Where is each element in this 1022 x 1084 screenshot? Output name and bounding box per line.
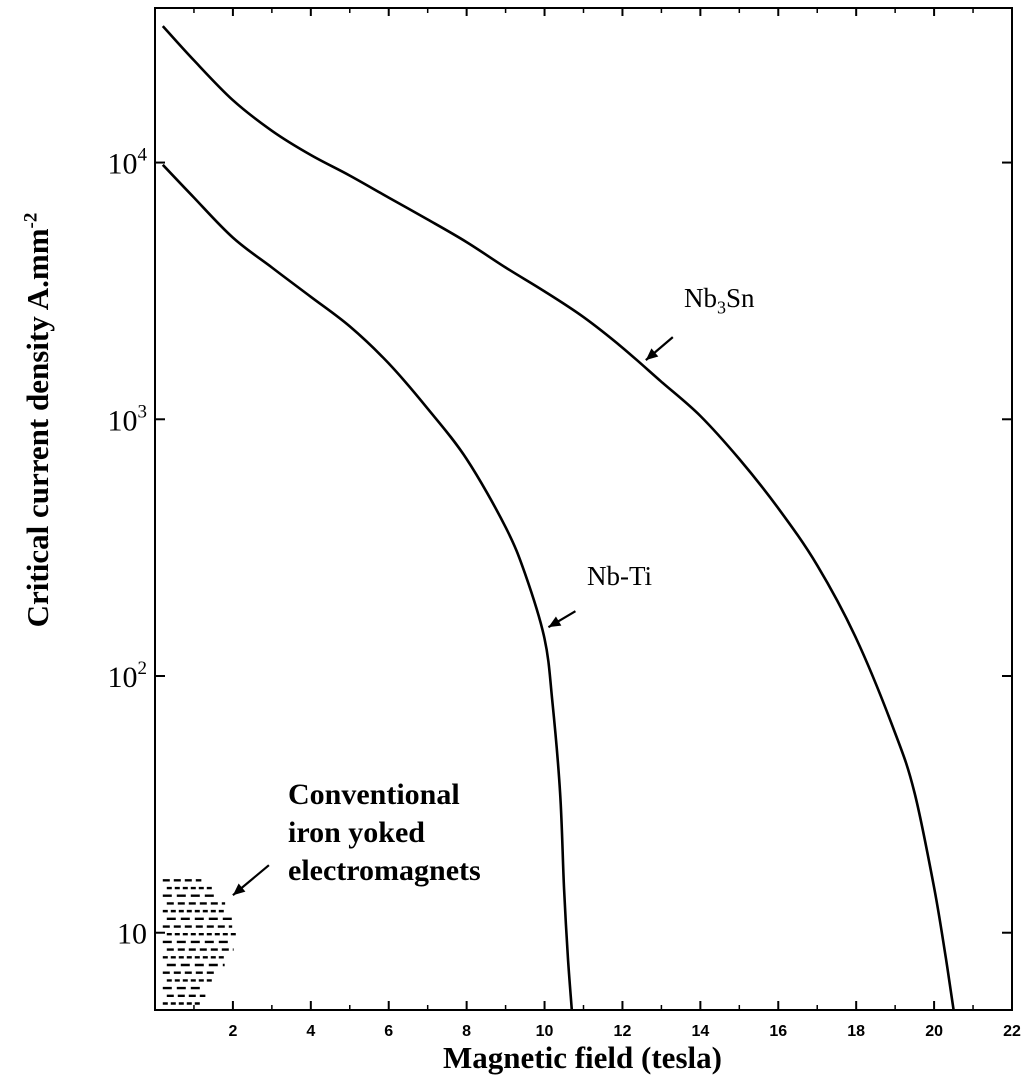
x-tick-label: 22: [1003, 1023, 1021, 1040]
series-line-nb-ti: [161, 163, 574, 1011]
conventional-label-line-3: electromagnets: [288, 854, 481, 887]
x-tick-label: 14: [691, 1023, 709, 1040]
x-axis-label: Magnetic field (tesla): [443, 1040, 722, 1075]
nbti-label: Nb-Ti: [587, 561, 653, 591]
x-tick-label: 16: [769, 1023, 787, 1040]
conventional-label: Conventional iron yoked electromagnets: [288, 776, 481, 890]
conventional-arrow-head: [232, 883, 246, 896]
conventional-label-line-2: iron yoked: [288, 816, 425, 849]
x-tick-label: 8: [462, 1023, 471, 1040]
y-axis-label-wrap: Critical current density A.mm-2: [8, 140, 68, 700]
annotation-arrows: [232, 336, 674, 897]
conventional-label-line-1: Conventional: [288, 778, 460, 811]
x-tick-label: 10: [536, 1023, 554, 1040]
nb3sn-arrow-head: [645, 348, 659, 361]
x-tick-label: 12: [614, 1023, 632, 1040]
conventional-region: [162, 879, 237, 1005]
series-layer: [161, 25, 955, 1011]
y-axis-ticks: 10 102 103 104: [108, 145, 1012, 951]
y-tick-label: 104: [108, 145, 148, 181]
y-tick-label: 103: [108, 401, 148, 437]
nbti-arrow-head: [548, 616, 562, 628]
series-line-nb3sn: [161, 25, 955, 1011]
y-axis-label-superscript: -2: [20, 212, 42, 229]
y-tick-label: 102: [108, 658, 148, 694]
x-tick-label: 20: [925, 1023, 943, 1040]
x-axis-ticks: 2 4 6 8 10 12 14 16 18 20 22: [193, 8, 1021, 1040]
y-axis-label: Critical current density A.mm-2: [20, 212, 55, 628]
y-tick-label: 10: [117, 918, 147, 951]
x-tick-label: 2: [228, 1023, 237, 1040]
x-tick-label: 6: [384, 1023, 393, 1040]
nb3sn-label: Nb3Sn: [684, 283, 755, 318]
plot-frame: [154, 7, 1013, 1011]
x-tick-label: 18: [847, 1023, 865, 1040]
x-tick-label: 4: [306, 1023, 315, 1040]
plot-border: [154, 7, 1013, 1011]
